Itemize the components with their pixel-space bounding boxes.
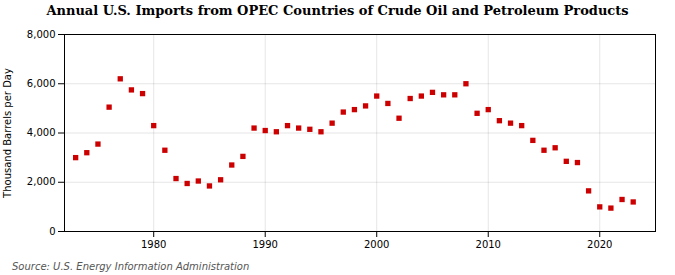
svg-text:1980: 1980 bbox=[141, 239, 166, 250]
html-text:Source: U.S. Energy Informatio: Source: U.S. Energy Information Administ… bbox=[12, 261, 250, 272]
html-text:Annual U.S. Imports from OPEC: Annual U.S. Imports from OPEC Countries … bbox=[46, 3, 629, 18]
svg-text:2010: 2010 bbox=[476, 239, 501, 250]
svg-text:2,000: 2,000 bbox=[27, 176, 56, 187]
svg-text:4,000: 4,000 bbox=[27, 127, 56, 138]
svg-text:2000: 2000 bbox=[364, 239, 389, 250]
svg-text:2020: 2020 bbox=[587, 239, 612, 250]
svg-text:8,000: 8,000 bbox=[27, 29, 56, 40]
svg-text:Thousand Barrels per Day: Thousand Barrels per Day bbox=[2, 68, 13, 199]
svg-text:6,000: 6,000 bbox=[27, 78, 56, 89]
svg-text:1990: 1990 bbox=[252, 239, 277, 250]
svg-text:0: 0 bbox=[49, 226, 55, 237]
